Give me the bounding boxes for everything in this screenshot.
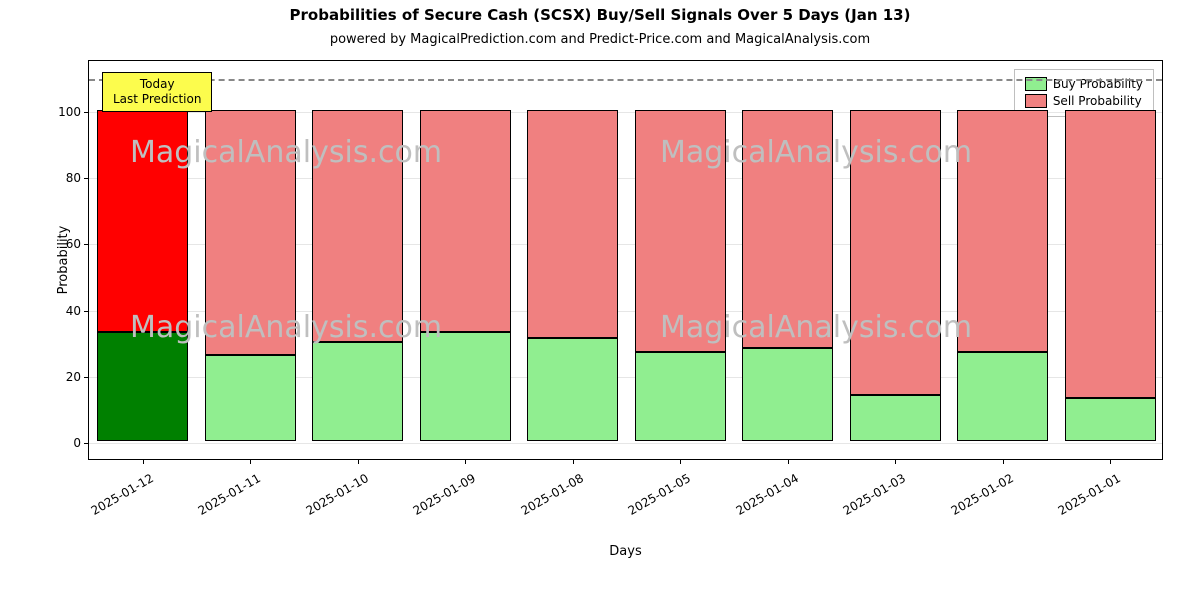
y-tick-mark [84, 244, 89, 245]
chart-subtitle: powered by MagicalPrediction.com and Pre… [0, 32, 1200, 47]
x-tick-label: 2025-01-09 [411, 471, 478, 518]
y-tick-mark [84, 443, 89, 444]
y-tick-label: 60 [66, 237, 81, 251]
callout-line1: Today [113, 77, 201, 92]
buy-bar [312, 342, 403, 441]
sell-bar [205, 110, 296, 355]
chart-title: Probabilities of Secure Cash (SCSX) Buy/… [0, 6, 1200, 24]
y-tick-mark [84, 311, 89, 312]
x-tick-mark [250, 459, 251, 464]
y-tick-mark [84, 377, 89, 378]
sell-bar [635, 110, 726, 351]
x-tick-label: 2025-01-08 [518, 471, 585, 518]
bar-group [312, 59, 403, 459]
buy-bar [97, 332, 188, 441]
buy-bar [742, 348, 833, 441]
buy-bar [635, 352, 726, 441]
y-tick-label: 20 [66, 370, 81, 384]
y-axis-label: Probability [56, 226, 71, 295]
sell-bar [850, 110, 941, 394]
x-tick-label: 2025-01-12 [88, 471, 155, 518]
buy-bar [205, 355, 296, 441]
bar-group [635, 59, 726, 459]
x-tick-mark [895, 459, 896, 464]
x-tick-label: 2025-01-11 [196, 471, 263, 518]
y-tick-label: 0 [73, 436, 81, 450]
buy-bar [850, 395, 941, 441]
x-tick-mark [573, 459, 574, 464]
x-tick-label: 2025-01-04 [733, 471, 800, 518]
sell-bar [957, 110, 1048, 351]
today-callout: Today Last Prediction [102, 72, 212, 112]
bar-group [742, 59, 833, 459]
sell-bar [97, 110, 188, 331]
callout-line2: Last Prediction [113, 92, 201, 107]
sell-bar [312, 110, 403, 341]
y-tick-label: 80 [66, 171, 81, 185]
buy-bar [420, 332, 511, 441]
x-tick-label: 2025-01-03 [841, 471, 908, 518]
x-tick-mark [465, 459, 466, 464]
bar-group [205, 59, 296, 459]
plot-area: Probability Days Buy Probability Sell Pr… [88, 60, 1163, 460]
x-axis-label: Days [609, 544, 641, 559]
x-tick-label: 2025-01-05 [626, 471, 693, 518]
x-tick-label: 2025-01-02 [948, 471, 1015, 518]
bar-group [527, 59, 618, 459]
y-tick-mark [84, 178, 89, 179]
bar-group [420, 59, 511, 459]
sell-bar [420, 110, 511, 331]
bar-group [97, 59, 188, 459]
x-tick-mark [1110, 459, 1111, 464]
chart-container: Probabilities of Secure Cash (SCSX) Buy/… [0, 0, 1200, 600]
x-tick-label: 2025-01-01 [1056, 471, 1123, 518]
bar-group [1065, 59, 1156, 459]
x-tick-mark [1003, 459, 1004, 464]
sell-bar [742, 110, 833, 348]
sell-bar [1065, 110, 1156, 398]
sell-bar [527, 110, 618, 338]
bar-group [957, 59, 1048, 459]
x-tick-mark [788, 459, 789, 464]
x-tick-mark [358, 459, 359, 464]
x-tick-label: 2025-01-10 [303, 471, 370, 518]
bar-group [850, 59, 941, 459]
buy-bar [1065, 398, 1156, 441]
x-tick-mark [680, 459, 681, 464]
buy-bar [527, 338, 618, 440]
buy-bar [957, 352, 1048, 441]
y-tick-mark [84, 112, 89, 113]
y-tick-label: 40 [66, 304, 81, 318]
x-tick-mark [143, 459, 144, 464]
y-tick-label: 100 [58, 105, 81, 119]
